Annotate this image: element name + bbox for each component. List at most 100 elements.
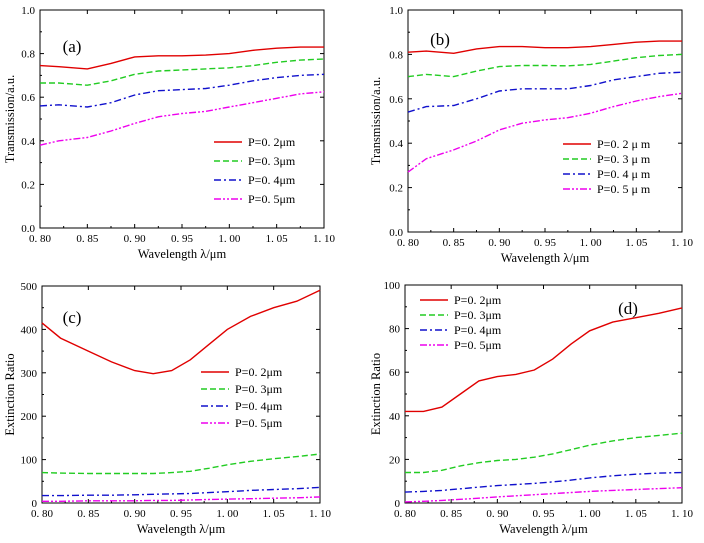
y-tick-label: 0.0 [21,223,35,235]
legend-label: P=0. 3μm [454,308,502,322]
series-line-1 [407,40,682,55]
y-tick-label: 0.6 [21,92,35,104]
legend-label: P=0. 5μm [248,192,296,206]
series-line-2 [407,53,683,78]
legend-label: P=0. 5μm [235,416,283,430]
y-tick-label: 0.8 [21,49,35,61]
x-axis-title: Wavelength λ/μm [137,522,226,536]
series-line-1 [41,289,321,375]
legend-label: P=0. 3μm [235,382,283,396]
x-tick-label: 1. 10 [309,508,332,520]
x-tick-label: 0. 90 [488,237,511,249]
series-line-1 [405,307,683,413]
y-tick-label: 0.6 [389,94,403,106]
x-tick-label: 0. 80 [394,508,417,520]
y-tick-label: 500 [21,281,38,293]
y-tick-label: 100 [21,455,38,467]
y-axis-title: Transmission/a.u. [3,75,17,163]
y-tick-label: 100 [384,280,401,292]
x-tick-label: 1. 10 [671,508,694,520]
x-tick-label: 1. 05 [266,233,289,245]
legend: P=0. 2μm P=0. 3μm P=0. 4μm P=0. 5μm [201,365,283,430]
x-axis-title: Wavelength λ/μm [138,247,227,261]
x-tick-label: 0. 90 [124,508,147,520]
series-line-2 [40,58,325,86]
y-tick-label: 1.0 [389,5,403,17]
plot-frame [404,284,683,504]
panel-label: (b) [430,30,450,49]
series-line-2 [41,453,321,475]
x-tick-label: 1. 05 [263,508,286,520]
y-axis-title: Transmission/a.u. [369,77,383,165]
chart-panel-c: 0. 80 0. 85 0. 90 0. 95 1. 00 1. 05 1. 10 0 100 2… [3,281,332,536]
y-axis-title: Extinction Ratio [3,353,17,435]
legend-label: P=0. 4μm [248,173,296,187]
legend-label: P=0. 5μm [454,338,502,352]
panel-label: (a) [63,37,82,56]
y-axis-title: Extinction Ratio [369,353,383,435]
x-tick-label: 1. 00 [580,237,603,249]
chart-panel-b: 0. 80 0. 85 0. 90 0. 95 1. 00 1. 05 1. 10 0.0 0.… [369,5,694,265]
x-tick-label: 0. 95 [533,508,556,520]
y-tick-label: 400 [21,324,38,336]
x-tick-label: 1. 05 [625,508,648,520]
y-tick-label: 300 [21,368,38,380]
x-tick-label: 0. 90 [486,508,509,520]
legend-label: P=0. 2μm [248,135,296,149]
y-tick-label: 20 [389,454,401,466]
y-tick-label: 40 [389,411,401,423]
legend-label: P=0. 4μm [454,323,502,337]
series-line-4 [407,92,683,173]
series-line-3 [39,73,325,108]
series-line-2 [405,432,683,474]
chart-panel-d: 0. 80 0. 85 0. 90 0. 95 1. 00 1. 05 1. 10 0 20 40… [369,280,694,536]
series-line-4 [39,91,325,146]
legend-label: P=0. 2 μ m [597,137,651,151]
x-tick-label: 0. 85 [77,508,100,520]
x-tick-label: 1. 00 [218,233,241,245]
y-tick-label: 0.4 [389,138,403,150]
y-tick-label: 200 [21,411,38,423]
x-tick-label: 1. 05 [625,237,648,249]
x-tick-label: 0. 80 [29,233,52,245]
x-tick-label: 0. 80 [397,237,420,249]
series-line-4 [42,496,321,502]
legend-label: P=0. 4 μ m [597,167,651,181]
legend-label: P=0. 2μm [454,293,502,307]
legend: P=0. 2 μ mP=0. 3 μ mP=0. 4 μ mP=0. 5 μ m [563,137,651,196]
x-tick-label: 0. 85 [76,233,99,245]
x-tick-label: 0. 95 [534,237,557,249]
panel-label: (d) [618,299,638,318]
series-line-3 [407,71,683,113]
y-tick-label: 0.0 [389,227,403,239]
chart-panel-a: 0. 80 0. 85 0. 90 0. 95 1. 00 1. 05 1. 10 0.0 0.… [3,5,336,261]
panel-label: (c) [63,308,82,327]
x-tick-label: 0. 95 [170,508,193,520]
x-tick-label: 0. 95 [171,233,194,245]
y-tick-label: 0 [32,498,38,510]
y-tick-label: 1.0 [21,5,35,17]
series-line-4 [404,487,683,503]
legend-label: P=0. 5 μ m [597,182,651,196]
x-tick-label: 0. 85 [443,237,466,249]
series-line-1 [39,46,324,70]
legend-label: P=0. 3 μ m [597,152,651,166]
y-tick-label: 0 [395,498,401,510]
y-tick-label: 0.2 [21,179,35,191]
x-tick-label: 0. 80 [31,508,54,520]
legend-label: P=0. 4μm [235,399,283,413]
y-tick-label: 0.4 [21,136,35,148]
x-tick-label: 0. 85 [440,508,463,520]
x-axis-title: Wavelength λ/μm [501,251,590,265]
y-tick-label: 60 [389,367,401,379]
x-axis-title: Wavelength λ/μm [499,522,588,536]
x-tick-label: 0. 90 [124,233,147,245]
x-tick-label: 1. 00 [579,508,602,520]
y-tick-label: 0.8 [389,49,403,61]
legend-label: P=0. 2μm [235,365,283,379]
x-tick-label: 1. 10 [671,237,694,249]
series-line-3 [42,486,321,497]
